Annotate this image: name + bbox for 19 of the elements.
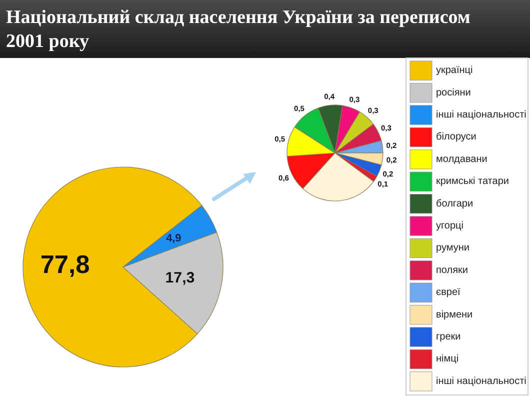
legend-label: угорці [436,220,464,232]
chart-title: Національний склад населення України за переписом 2001 року [6,7,470,52]
data-label: 17,3 [165,269,195,286]
legend-label: греки [436,332,461,342]
legend-label: інші національності [436,376,526,387]
legend-label: поляки [436,264,468,276]
legend-label: німці [436,354,459,365]
legend-label: інші національності [436,110,526,120]
legend-label: вірмени [436,309,473,320]
legend-label: білоруси [436,132,476,143]
data-label: 77,8 [40,251,90,280]
legend-label: молдавани [436,154,488,165]
legend-label: кримські татари [436,176,509,188]
legend-label: українці [436,65,473,76]
data-label: 4,9 [166,232,182,245]
legend-label: росіяни [436,87,471,98]
legend-label: болгари [436,198,474,210]
legend-label: євреї [436,287,461,298]
legend-label: румуни [436,242,470,254]
